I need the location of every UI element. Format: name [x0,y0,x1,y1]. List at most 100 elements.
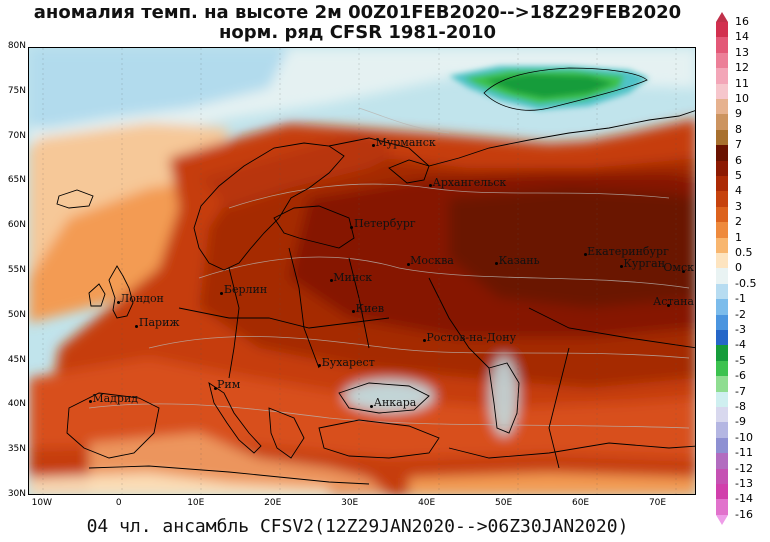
cold-anomaly-arctic [449,66,649,110]
lon-tick-label: 60E [571,498,590,508]
city-label: Петербург [353,217,416,231]
colorbar-label: 4 [735,184,742,198]
colorbar-label: 10 [735,92,749,105]
colorbar-label: 1 [735,230,742,244]
colorbar-swatch [716,437,728,454]
colorbar-label: -12 [735,461,753,475]
city-marker [619,265,623,269]
lon-tick-label: 20E [264,498,282,508]
colorbar-top-arrow [716,12,728,22]
colorbar-swatch [716,37,728,53]
colorbar-swatch [716,160,728,176]
colorbar-label: -6 [735,369,746,383]
colorbar-swatch [716,407,728,423]
lon-tick-label: 40E [418,498,436,508]
colorbar-label: 13 [735,45,749,59]
colorbar-swatch [716,330,728,346]
city-label: Анкара [373,396,417,410]
colorbar-swatch [716,206,728,223]
colorbar-swatch [716,52,728,69]
map-title: аномалия темп. на высоте 2м 00Z01FEB2020… [33,2,682,23]
city-marker [116,300,120,304]
novaya-zemlya [483,67,648,111]
city-label: Лондон [120,292,164,306]
city-marker [666,303,670,307]
city-marker [428,184,432,188]
colorbar-swatch [716,453,728,469]
lat-tick-label: 35N [7,444,26,455]
colorbar-swatch [716,376,728,392]
lon-tick-label: 10W [31,498,53,508]
colorbar-label: 0 [735,261,742,275]
city-label: Екатеринбург [587,244,669,258]
colorbar-swatch [716,22,728,38]
colorbar-label: 16 [735,15,749,28]
city-label: Москва [410,254,454,268]
colorbar-swatch [716,68,728,84]
colorbar-swatch [716,114,728,130]
city-label: Мурманск [375,135,436,149]
colorbar-swatch [716,314,728,330]
city-marker [583,253,587,257]
lon-tick-label: 50E [495,498,513,508]
colorbar-legend: 16 14 13 12 11 10 9 8 7 6 5 4 3 2 1 0.5 0 -0.5 -1 -2 -3 -4 -5 -… [716,12,770,536]
lat-tick-label: 80N [7,41,26,51]
colorbar-label: -16 [735,507,753,521]
colorbar-swatch [716,268,728,284]
city-label: Омск [663,261,694,275]
city-marker [135,324,139,328]
city-marker [422,339,426,343]
colorbar-swatch [716,99,728,115]
colorbar-label: -4 [735,338,746,352]
lat-tick-label: 75N [7,85,26,96]
city-marker [406,262,410,266]
city-marker [370,404,374,408]
city-marker [318,364,322,368]
city-label: Мадрид [92,391,139,405]
city-label: Казань [498,253,540,267]
map-subtitle: норм. ряд CFSR 1981-2010 [218,22,496,43]
colorbar-swatch [716,360,728,377]
colorbar-swatch [716,83,728,99]
colorbar-label: -5 [735,353,746,367]
colorbar-label: -9 [735,415,746,429]
colorbar-label: 12 [735,61,749,75]
colorbar-bottom-arrow [716,514,728,525]
colorbar-label: 11 [735,76,749,90]
contour-lines [88,107,690,429]
colorbar-swatch [716,253,728,269]
city-label: Курган [623,256,666,270]
city-label: Ростов-на-Дону [426,330,517,344]
colorbar-swatch [716,129,728,146]
colorbar-label: 5 [735,169,742,182]
colorbar-swatch [716,484,728,500]
colorbar-label: -1 [735,292,746,306]
city-label: Минск [333,270,373,284]
city-label: Астана [652,295,694,309]
anomaly-map [28,47,696,495]
colorbar-label: -14 [735,492,753,506]
colorbar-label: -8 [735,400,746,413]
city-marker [350,225,354,229]
city-marker [682,269,686,273]
colorbar-label: 6 [735,153,742,167]
colorbar-swatch [716,176,728,192]
colorbar-label: -0.5 [735,276,757,290]
colorbar-label: -11 [735,446,753,460]
colorbar-swatch [716,237,728,253]
lat-tick-label: 45N [7,354,26,365]
lon-tick-label: 10E [187,498,205,508]
colorbar-label: 0.5 [735,246,753,259]
lon-tick-label: 70E [648,498,667,508]
colorbar-swatch [716,391,728,407]
colorbar-label: -3 [735,323,746,336]
colorbar-swatch [716,283,728,300]
colorbar-label: -13 [735,477,753,490]
city-label: Архангельск [432,175,507,189]
colorbar-label: 8 [735,122,742,136]
city-label: Бухарест [321,355,375,369]
colorbar-label: 7 [735,138,742,152]
lat-tick-label: 60N [7,220,26,231]
city-marker [352,310,356,314]
colorbar-swatch [716,299,728,315]
